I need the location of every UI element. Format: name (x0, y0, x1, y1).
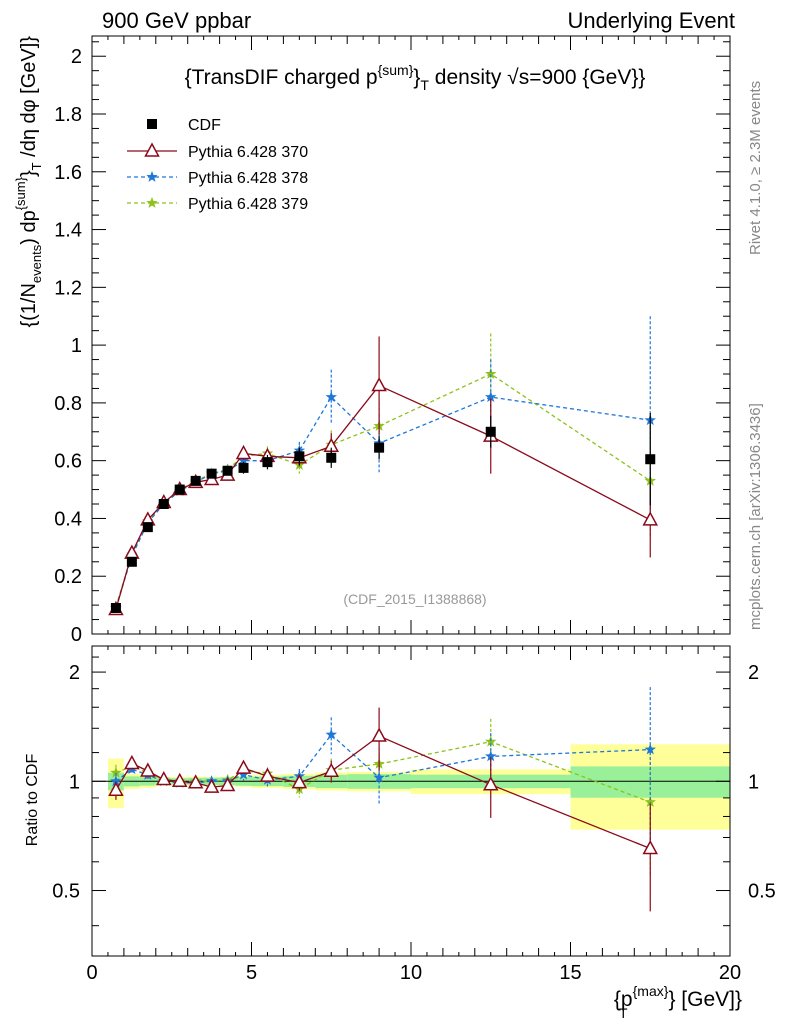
pythia-6-428-378-point (237, 454, 250, 466)
cdf-point (262, 457, 273, 468)
pythia-6-428-379-point (485, 368, 497, 379)
y-axis-label: {(1/Nevents) dp{sum}}T /dη dφ [GeV]} (13, 36, 44, 328)
cdf-point (158, 499, 169, 509)
pythia-6-428-379-ratio-point (110, 766, 122, 778)
pythia-6-428-370-ratio-point (259, 767, 276, 782)
chart-title: {TransDIF charged p{sum}}T density √s=90… (185, 62, 646, 93)
pythia-6-428-378-ratio-point (373, 771, 385, 783)
y-tick-label: 0 (71, 624, 82, 646)
y-tick-label: 1.4 (54, 220, 82, 242)
pythia-6-428-370-ratio-point (156, 770, 172, 786)
pythia-6-428-378-ratio-point (325, 728, 337, 740)
cdf-point (374, 442, 385, 453)
pythia-6-428-378-line (115, 396, 651, 609)
pythia-6-428-378-point (485, 391, 497, 402)
pythia-6-428-370-ratio-point (482, 776, 499, 791)
legend-marker-cdf (147, 119, 157, 129)
pythia-6-428-370-point (642, 511, 659, 526)
legend-marker-pythia-6-428-378 (146, 171, 158, 182)
pythia-6-428-370-ratio-point (108, 781, 124, 797)
cdf-point (126, 556, 137, 567)
pythia-6-428-370-ratio-point (187, 774, 204, 789)
pythia-6-428-370-point (235, 444, 252, 460)
x-tick-label: 5 (246, 962, 257, 984)
ratio-tick-label-right: 0.5 (748, 881, 776, 903)
ratio-tick-label-right: 2 (748, 662, 759, 684)
cdf-point (222, 465, 233, 476)
y-tick-label: 1.2 (54, 277, 82, 299)
pythia-6-428-370-ratio-point (140, 762, 156, 777)
pythia-6-428-370-ratio-point (235, 759, 252, 774)
pythia-6-428-370-ratio-point (171, 772, 188, 788)
pythia-6-428-378-ratio-point (237, 768, 250, 780)
cdf-point (190, 475, 201, 486)
legend-label-cdf: CDF (188, 117, 221, 134)
cdf-point (485, 426, 496, 437)
x-tick-label: 20 (719, 962, 741, 984)
ratio-y-axis-label: Ratio to CDF (24, 754, 41, 847)
pythia-6-428-378-ratio-point (644, 743, 656, 755)
pythia-6-428-370-ratio-point (323, 762, 340, 778)
cdf-point (206, 468, 217, 479)
x-axis-label: {p{max}} [GeV]} (614, 983, 742, 1011)
y-tick-label: 0.6 (54, 451, 82, 473)
pythia-6-428-379-ratio-point (644, 796, 656, 807)
pythia-6-428-378-ratio-point (485, 750, 497, 762)
cdf-point (174, 484, 185, 495)
cdf-point (326, 452, 337, 463)
x-tick-label: 10 (400, 962, 422, 984)
y-tick-label: 0.4 (54, 508, 82, 530)
y-tick-label: 2 (71, 46, 82, 68)
cdf-point (294, 451, 305, 462)
x-tick-label: 15 (559, 962, 581, 984)
header-left: 900 GeV ppbar (102, 8, 252, 33)
x-axis-label-subscript: T (619, 1005, 628, 1021)
y-tick-label: 1.8 (54, 104, 82, 126)
legend-marker-pythia-6-428-370 (144, 142, 160, 157)
ratio-tick-label-right: 1 (748, 771, 759, 793)
pythia-6-428-370-ratio-point (124, 754, 140, 770)
ratio-tick-label: 2 (69, 662, 80, 684)
pythia-6-428-370-ratio-point (203, 778, 220, 793)
watermark: (CDF_2015_I1388868) (343, 591, 486, 607)
pythia-6-428-378-ratio-point (110, 775, 122, 787)
y-tick-label: 1.6 (54, 162, 82, 184)
cdf-point (142, 522, 153, 533)
cdf-point (110, 603, 121, 613)
pythia-6-428-370-ratio-point (219, 776, 236, 792)
ratio-tick-label: 1 (69, 771, 80, 793)
legend-marker-pythia-6-428-379 (146, 197, 158, 208)
pythia-6-428-370-ratio-point (642, 839, 659, 855)
cdf-point (238, 462, 249, 473)
y-tick-label: 0.8 (54, 393, 82, 415)
pythia-6-428-370-ratio-point (371, 727, 387, 742)
pythia-6-428-378-point (325, 391, 337, 402)
pythia-6-428-378-ratio-line (115, 733, 651, 784)
legend-label-pythia-6-428-370: Pythia 6.428 370 (188, 144, 308, 161)
legend-label-pythia-6-428-378: Pythia 6.428 378 (188, 170, 308, 187)
x-tick-label: 0 (86, 962, 97, 984)
cdf-point (645, 454, 656, 465)
pythia-6-428-370-ratio-point (291, 774, 308, 789)
ratio-tick-label: 0.5 (52, 881, 80, 903)
pythia-6-428-370-point (371, 376, 387, 392)
y-tick-label: 1 (71, 335, 82, 357)
pythia-6-428-370-line (115, 384, 651, 610)
header-right: Underlying Event (567, 8, 735, 33)
legend-label-pythia-6-428-379: Pythia 6.428 379 (188, 196, 308, 213)
y-tick-label: 0.2 (54, 566, 82, 588)
